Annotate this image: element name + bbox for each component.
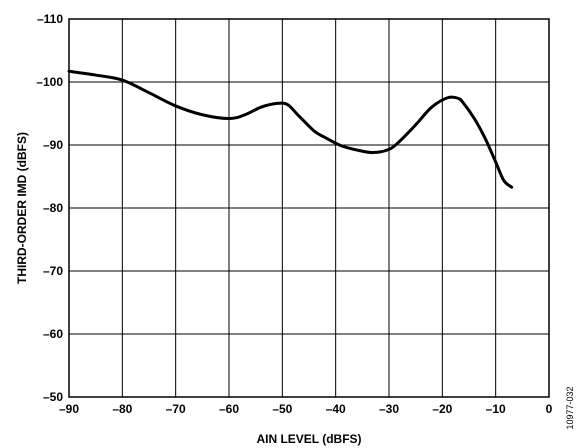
x-tick-labels: –90 –80 –70 –60 –50 –40 –30 –20 –10 0 [59,402,553,416]
y-tick-label: –100 [36,75,63,89]
x-tick-label: –40 [326,402,346,416]
y-axis-title: THIRD-ORDER IMD (dBFS) [15,132,29,284]
y-tick-label: –90 [43,138,63,152]
y-tick-label: –50 [43,390,63,404]
x-tick-label: –90 [59,402,79,416]
y-tick-label: –110 [37,12,63,26]
x-tick-label: –30 [379,402,399,416]
series-line [67,69,514,189]
x-axis-title: AIN LEVEL (dBFS) [256,432,361,446]
x-tick-label: –60 [219,402,239,416]
series-group [67,69,514,189]
y-tick-label: –70 [43,264,63,278]
y-tick-labels: –110 –100 –90 –80 –70 –60 –50 [36,12,63,404]
y-tick-label: –80 [43,201,63,215]
plot-frame [68,18,550,398]
figure-id-label: 10977-032 [565,386,575,429]
x-tick-label: –80 [112,402,132,416]
grid [69,19,549,397]
x-tick-label: –50 [272,402,292,416]
x-tick-label: –70 [166,402,186,416]
x-tick-label: –10 [486,402,506,416]
x-tick-label: –20 [432,402,452,416]
x-tick-label: 0 [546,402,553,416]
y-tick-label: –60 [43,327,63,341]
